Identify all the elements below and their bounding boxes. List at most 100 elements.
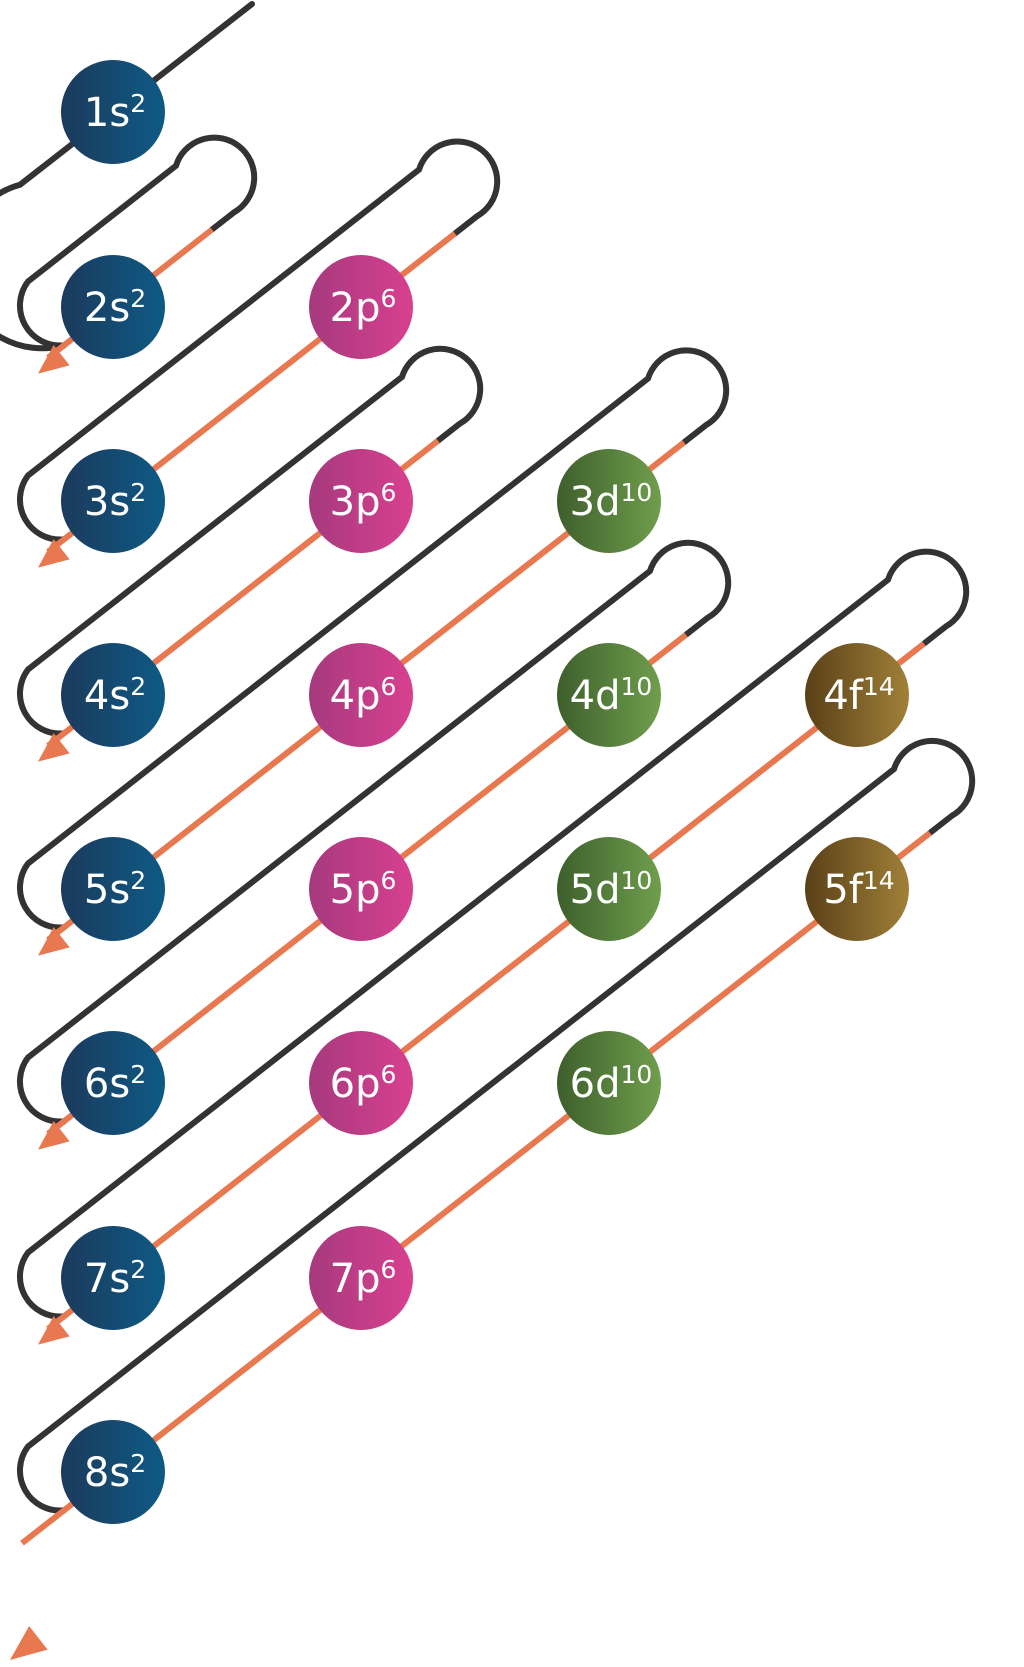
orbital-3p-circle [309,449,413,553]
orbital-4f-circle [805,643,909,747]
orbital-6p-label: 6p6 [330,1060,397,1107]
orbital-4f-electrons: 14 [863,672,895,701]
arrowheads [10,344,70,1660]
orbital-3d-electrons: 10 [621,478,653,507]
orbital-1s-name: 1s [84,90,130,136]
orbital-5f-label: 5f14 [823,866,894,913]
orbital-4s-label: 4s2 [84,672,146,719]
orbital-2p-electrons: 6 [380,284,396,313]
orbital-5p-label: 5p6 [330,866,397,913]
orbital-5d-electrons: 10 [621,866,653,895]
orbital-3p: 3p6 [309,449,413,553]
arrowhead-row-2 [38,344,70,374]
orbital-3s-name: 3s [84,479,130,525]
orbital-4p-name: 4p [330,673,381,719]
arrowhead-row-3 [38,538,70,568]
arrowhead-final [10,1626,48,1660]
orbital-4d-name: 4d [570,673,621,719]
orbital-2p-name: 2p [330,285,381,331]
orbital-5f: 5f14 [805,837,909,941]
orbital-5s-circle [61,837,165,941]
orbital-5p-name: 5p [330,867,381,913]
orbital-8s-electrons: 2 [130,1449,146,1478]
orbital-5s-name: 5s [84,867,130,913]
orbital-2p-label: 2p6 [330,284,397,331]
orbital-5s-electrons: 2 [130,866,146,895]
orbital-3d: 3d10 [557,449,661,553]
orbital-4s-circle [61,643,165,747]
orbital-6d-electrons: 10 [621,1060,653,1089]
orbital-3d-label: 3d10 [570,478,653,525]
orbital-6s: 6s2 [61,1031,165,1135]
orbital-3p-electrons: 6 [380,478,396,507]
orbital-5s: 5s2 [61,837,165,941]
orbital-7s-electrons: 2 [130,1255,146,1284]
orbital-6p-electrons: 6 [380,1060,396,1089]
return-loops [0,1,976,1514]
arrowhead-row-7 [38,1315,70,1345]
orbital-5f-circle [805,837,909,941]
arrowhead-row-4 [38,732,70,762]
orbital-8s-name: 8s [84,1450,130,1496]
orbital-1s-electrons: 2 [130,89,146,118]
orbital-5d: 5d10 [557,837,661,941]
orbital-3s-electrons: 2 [130,478,146,507]
orbital-4d-label: 4d10 [570,672,653,719]
orbital-4f-name: 4f [823,673,863,719]
orbital-6d: 6d10 [557,1031,661,1135]
orbital-6s-electrons: 2 [130,1060,146,1089]
orbital-1s-circle [61,60,165,164]
orbital-1s-label: 1s2 [84,89,146,136]
orbital-2p-circle [309,255,413,359]
orbital-7s-circle [61,1226,165,1330]
orbital-6s-name: 6s [84,1061,130,1107]
orbital-4d-circle [557,643,661,747]
orbital-6d-name: 6d [570,1061,621,1107]
orbital-7s-name: 7s [84,1256,130,1302]
arrowhead-row-6 [38,1120,70,1150]
orbital-6p: 6p6 [309,1031,413,1135]
orbital-5f-name: 5f [823,867,863,913]
orbital-7p-circle [309,1226,413,1330]
orbital-6p-name: 6p [330,1061,381,1107]
orbital-4d-electrons: 10 [621,672,653,701]
orbital-1s: 1s2 [61,60,165,164]
orbital-2s-name: 2s [84,285,130,331]
orbital-8s: 8s2 [61,1420,165,1524]
orbital-4p-circle [309,643,413,747]
orbital-5d-circle [557,837,661,941]
orbital-3s-circle [61,449,165,553]
orbital-5d-name: 5d [570,867,621,913]
orbital-5s-label: 5s2 [84,866,146,913]
orbital-5d-label: 5d10 [570,866,653,913]
orbital-8s-label: 8s2 [84,1449,146,1496]
orbital-7p: 7p6 [309,1226,413,1330]
orbital-4p-electrons: 6 [380,672,396,701]
orbital-2s-electrons: 2 [130,284,146,313]
orbital-4s-name: 4s [84,673,130,719]
orbital-5p-electrons: 6 [380,866,396,895]
orbital-7s: 7s2 [61,1226,165,1330]
orbital-4p: 4p6 [309,643,413,747]
orbital-4f-label: 4f14 [823,672,894,719]
orbital-5f-electrons: 14 [863,866,895,895]
orbital-4f: 4f14 [805,643,909,747]
orbital-7s-label: 7s2 [84,1255,146,1302]
arrowhead-row-5 [38,926,70,956]
orbital-6s-circle [61,1031,165,1135]
orbital-4p-label: 4p6 [330,672,397,719]
orbital-2s-circle [61,255,165,359]
orbital-6s-label: 6s2 [84,1060,146,1107]
orbital-7p-electrons: 6 [380,1255,396,1284]
orbital-4s: 4s2 [61,643,165,747]
orbital-4s-electrons: 2 [130,672,146,701]
orbital-6d-label: 6d10 [570,1060,653,1107]
orbital-7p-name: 7p [330,1256,381,1302]
orbital-5p: 5p6 [309,837,413,941]
orbital-3s: 3s2 [61,449,165,553]
orbital-6p-circle [309,1031,413,1135]
orbital-3p-label: 3p6 [330,478,397,525]
orbital-4d: 4d10 [557,643,661,747]
